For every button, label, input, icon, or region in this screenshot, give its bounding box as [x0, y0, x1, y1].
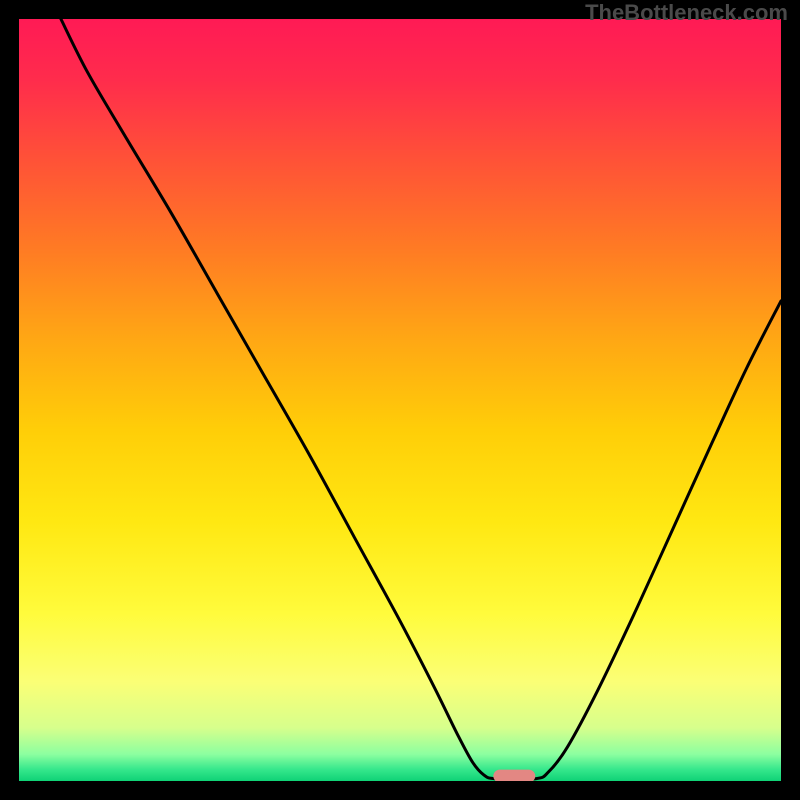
plot-area	[19, 19, 781, 781]
optimal-marker	[493, 770, 535, 781]
gradient-chart	[19, 19, 781, 781]
chart-frame: TheBottleneck.com	[0, 0, 800, 800]
watermark-text: TheBottleneck.com	[585, 0, 788, 26]
gradient-background	[19, 19, 781, 781]
